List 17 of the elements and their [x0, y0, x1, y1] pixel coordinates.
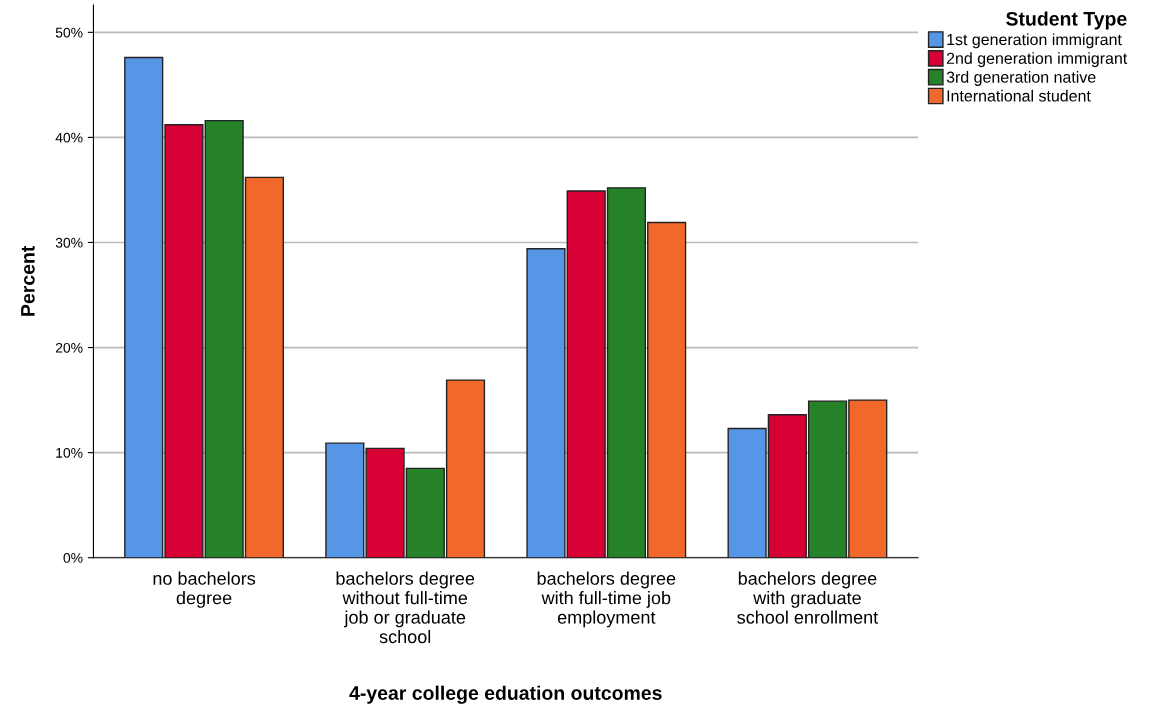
y-tick-label: 30%	[55, 237, 83, 248]
y-axis-title: Percent	[21, 245, 35, 316]
legend-label: 2nd generation immigrant	[946, 52, 1128, 68]
x-tick-label: bachelors degree with full-time job employment	[537, 571, 676, 628]
y-tick-label: 40%	[55, 132, 83, 143]
legend-title: Student Type	[1006, 11, 1127, 30]
x-tick-label: bachelors degree with graduate school enrollment	[737, 571, 879, 624]
x-tick-label: bachelors degree without full-time job or graduate school	[336, 571, 475, 644]
y-tick-label: 0%	[63, 553, 83, 563]
x-tick-label: no bachelors degree	[153, 571, 256, 608]
y-tick-label: 10%	[56, 447, 83, 458]
legend-label: International student	[947, 89, 1091, 102]
y-tick-label: 20%	[55, 342, 83, 353]
x-axis-title: 4-year college eduation outcomes	[349, 685, 662, 704]
legend-label: 1st generation immigrant	[947, 33, 1122, 49]
legend-label: 3rd generation native	[946, 71, 1096, 86]
y-tick-label: 50%	[55, 27, 83, 38]
